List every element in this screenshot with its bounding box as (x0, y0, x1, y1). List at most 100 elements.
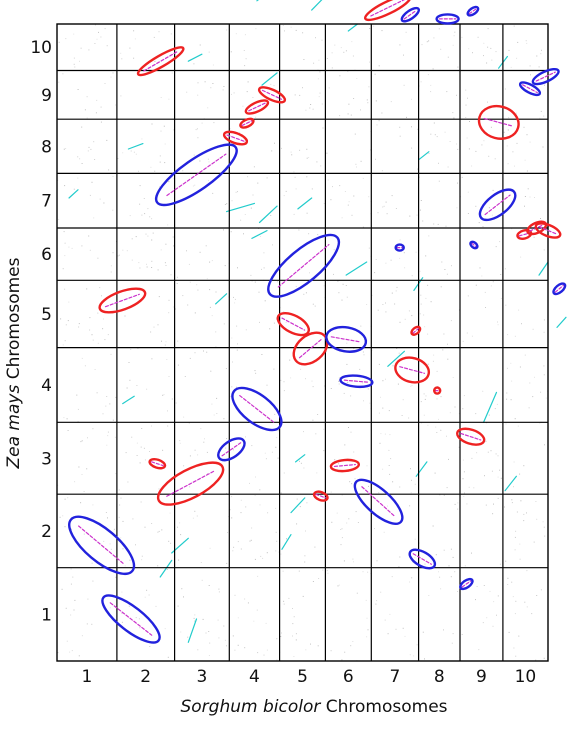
noise-dot (239, 131, 241, 133)
noise-dot (177, 605, 179, 607)
noise-dot (290, 26, 292, 28)
noise-dot (288, 597, 290, 599)
noise-dot (367, 388, 369, 390)
noise-dot (203, 441, 205, 443)
noise-dot (337, 585, 339, 587)
minor-synteny-segment (226, 202, 255, 213)
noise-dot (172, 236, 174, 238)
noise-dot (448, 565, 450, 567)
noise-dot (439, 576, 441, 578)
noise-dot (409, 581, 411, 583)
noise-dot (540, 218, 541, 219)
noise-dot (340, 529, 342, 530)
syntenic-block-dots (109, 602, 153, 636)
noise-dot (462, 478, 464, 480)
noise-dot (515, 655, 517, 657)
noise-dot (159, 161, 161, 163)
noise-dot (88, 146, 90, 148)
noise-dot (391, 292, 393, 294)
noise-dot (447, 56, 449, 58)
noise-dot (192, 517, 194, 519)
noise-dot (424, 658, 425, 660)
noise-dot (124, 315, 126, 317)
noise-dot (382, 206, 384, 208)
noise-dot (425, 297, 427, 299)
x-axis-species: Sorghum bicolor (180, 697, 321, 717)
minor-synteny-segment (68, 189, 79, 199)
noise-dot (94, 43, 96, 44)
noise-dot (376, 600, 378, 602)
noise-dot (436, 136, 438, 138)
y-tick-label: 4 (41, 376, 52, 396)
noise-dot (471, 335, 473, 337)
noise-dot (443, 549, 445, 551)
noise-dot (244, 598, 246, 600)
syntenic-block-dots (518, 232, 531, 237)
noise-dot (204, 81, 206, 83)
syntenic-block-ellipse (231, 386, 283, 432)
noise-dot (466, 137, 468, 139)
noise-dot (446, 435, 447, 437)
noise-dot (151, 239, 153, 241)
noise-dot (417, 128, 419, 130)
noise-dot (250, 539, 252, 541)
noise-dot (457, 508, 459, 510)
noise-dot (496, 403, 498, 405)
noise-dot (263, 267, 265, 269)
noise-dot (144, 596, 146, 598)
noise-dot (106, 45, 108, 47)
noise-dot (234, 302, 236, 304)
noise-dot (124, 565, 126, 567)
noise-dot (394, 303, 396, 305)
noise-dot (534, 376, 535, 378)
noise-dot (487, 46, 489, 48)
noise-dot (231, 93, 232, 95)
syntenic-block-blue (435, 13, 460, 25)
noise-dot (281, 632, 282, 634)
syntenic-block-blue (68, 515, 136, 575)
noise-dot (193, 617, 195, 619)
noise-dot (519, 543, 521, 545)
noise-dot (211, 260, 213, 262)
noise-dot (57, 652, 59, 654)
noise-dot (475, 150, 477, 152)
noise-dot (353, 195, 355, 197)
noise-dot (134, 38, 136, 40)
noise-dot (83, 533, 85, 535)
noise-dot (542, 146, 544, 148)
minor-synteny-segment (538, 261, 549, 276)
noise-dot (187, 636, 189, 638)
noise-dot (363, 400, 364, 402)
noise-dot (347, 204, 349, 206)
noise-dot (505, 423, 507, 425)
noise-dot (158, 31, 160, 33)
noise-dot (281, 147, 282, 149)
syntenic-block-red (222, 130, 249, 146)
y-tick-label: 8 (41, 137, 52, 157)
noise-dot (141, 138, 143, 140)
noise-dot (436, 432, 438, 433)
noise-dot (129, 215, 131, 217)
noise-dot (186, 250, 187, 252)
noise-dot (328, 87, 330, 89)
noise-dot (318, 59, 320, 61)
noise-dot (264, 452, 266, 454)
noise-dot (270, 83, 272, 85)
noise-dot (204, 438, 205, 440)
noise-dot (356, 592, 358, 594)
noise-dot (371, 294, 373, 296)
noise-dot (206, 278, 208, 280)
noise-dot (194, 510, 196, 512)
noise-dot (374, 73, 376, 75)
syntenic-block-red (257, 86, 287, 104)
syntenic-block-blue (217, 437, 246, 462)
noise-dot (242, 105, 244, 107)
noise-dot (266, 384, 268, 386)
noise-dot (184, 376, 186, 377)
noise-dot (515, 600, 517, 602)
noise-dot (462, 459, 464, 461)
noise-dot (176, 283, 178, 284)
noise-dot (296, 498, 298, 500)
minor-synteny-segment (345, 261, 368, 276)
noise-dot (118, 516, 120, 518)
